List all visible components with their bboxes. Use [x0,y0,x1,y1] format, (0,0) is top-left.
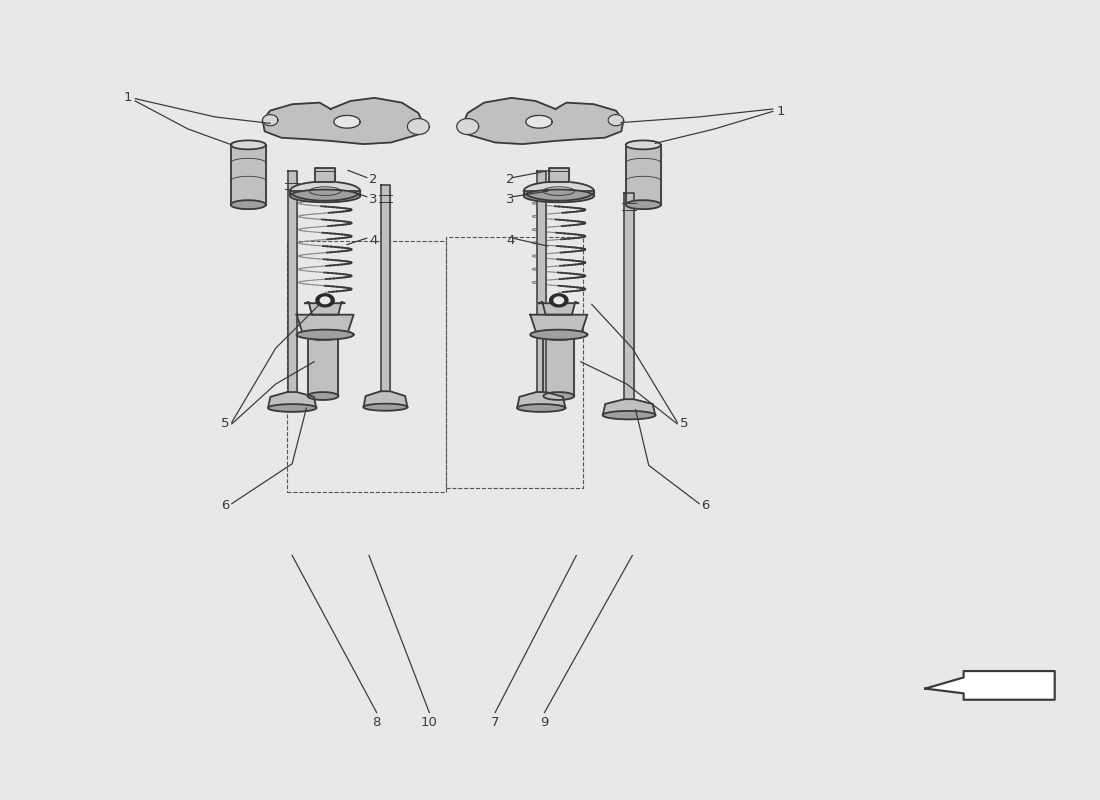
Polygon shape [231,200,266,209]
Polygon shape [407,118,429,134]
Polygon shape [625,193,634,406]
Polygon shape [543,336,574,396]
Polygon shape [456,118,478,134]
Text: 10: 10 [421,716,438,730]
Polygon shape [626,200,661,209]
Polygon shape [263,98,424,144]
Polygon shape [308,336,338,396]
Text: 9: 9 [540,716,549,730]
Polygon shape [539,302,579,314]
Polygon shape [363,391,407,407]
Polygon shape [517,392,565,408]
Polygon shape [530,314,587,334]
Polygon shape [524,190,594,202]
Polygon shape [334,115,360,128]
Polygon shape [287,171,297,398]
Polygon shape [603,399,656,415]
Polygon shape [608,114,624,126]
Polygon shape [626,141,661,150]
Text: 2: 2 [506,174,515,186]
Polygon shape [308,332,338,340]
Text: 1: 1 [123,90,132,103]
Polygon shape [603,411,656,419]
Polygon shape [268,404,317,412]
Polygon shape [537,171,546,398]
Wedge shape [549,293,569,307]
Polygon shape [290,182,360,201]
Text: 4: 4 [506,234,515,247]
Text: 4: 4 [368,234,377,247]
Wedge shape [320,296,331,304]
Text: 3: 3 [368,193,377,206]
Polygon shape [517,404,565,412]
Polygon shape [526,115,552,128]
Polygon shape [925,671,1055,700]
Polygon shape [524,191,594,196]
Polygon shape [308,392,338,400]
Polygon shape [381,185,390,398]
Text: 5: 5 [680,418,688,430]
Polygon shape [231,141,266,150]
Polygon shape [290,190,360,202]
Polygon shape [549,168,569,182]
Polygon shape [462,98,624,144]
Text: 5: 5 [221,418,230,430]
Polygon shape [297,314,353,334]
Polygon shape [231,145,266,205]
Polygon shape [363,404,407,410]
Text: 6: 6 [221,498,230,512]
Polygon shape [316,168,334,182]
Text: 7: 7 [491,716,499,730]
Text: 8: 8 [373,716,381,730]
Polygon shape [524,182,594,201]
Polygon shape [263,114,278,126]
Polygon shape [268,392,317,408]
Polygon shape [530,330,587,340]
Polygon shape [626,145,661,205]
Polygon shape [290,191,360,196]
Polygon shape [297,330,353,340]
Text: 2: 2 [368,174,377,186]
Polygon shape [543,332,574,340]
Text: 1: 1 [777,105,784,118]
Polygon shape [543,392,574,400]
Wedge shape [553,296,564,304]
Wedge shape [316,293,334,307]
Polygon shape [306,302,344,314]
Text: 3: 3 [506,193,515,206]
Text: 6: 6 [702,498,710,512]
